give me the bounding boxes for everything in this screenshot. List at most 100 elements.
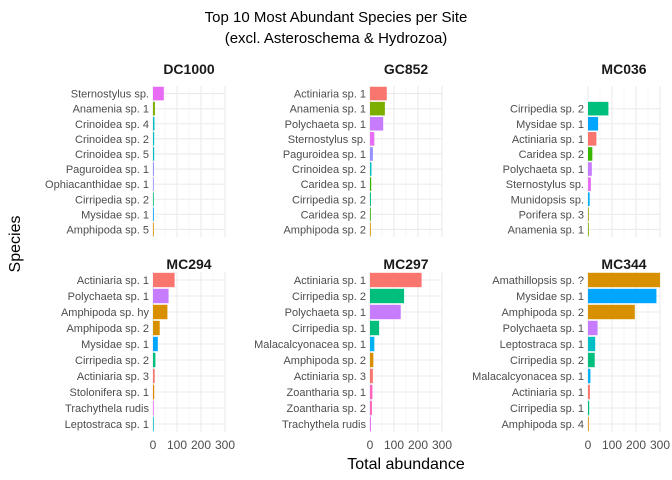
species-label: Amphipoda sp. 2 [283,355,366,367]
bar [153,177,154,191]
species-label: Actiniaria sp. 1 [77,275,149,287]
bar [588,272,660,288]
species-label: Leptostraca sp. 1 [65,419,149,431]
bar [370,304,401,320]
bar [370,86,387,101]
species-label: Cirripedia sp. 2 [510,104,584,116]
x-tick-label: 200 [408,438,428,452]
bar [153,162,154,176]
bar [153,272,175,288]
species-label: Amphipoda sp. hy [61,307,150,319]
bar [588,400,590,416]
bar [588,147,593,161]
bar [370,222,371,237]
bar [588,207,589,222]
bar [153,368,155,384]
bar [588,336,596,352]
species-label: Munidopsis sp. [511,194,584,206]
bar [370,101,385,116]
bar [153,207,154,222]
species-label: Porifera sp. 3 [519,209,584,221]
bar [370,147,373,161]
species-label: Polychaeta sp. 1 [503,323,584,335]
x-tick-label: 300 [215,438,235,452]
bar [588,384,590,400]
bar [370,116,384,131]
species-label: Amphipoda sp. 2 [283,224,366,236]
bar [370,336,375,352]
facet-title: MC297 [383,256,428,272]
x-tick-label: 200 [191,438,211,452]
bar [588,132,597,146]
bar [588,116,599,131]
bar [370,272,422,288]
facet-mc344: MC344 Amathillopsis sp. ? Mysidae sp. 1 Amp… [472,256,670,452]
species-label: Crinoidea sp. 5 [75,149,149,161]
x-tick-label: 100 [384,438,404,452]
species-label: Cirripedia sp. 1 [510,403,584,415]
facet-gc852: GC852 Actiniaria sp. 1 Anamenia sp. 1 Polyc… [283,61,443,237]
bar [153,288,169,304]
species-label: Zoantharia sp. 2 [287,403,367,415]
bar [153,336,158,352]
species-label: Mysidae sp. 1 [81,339,149,351]
species-label: Mysidae sp. 1 [81,209,149,221]
species-label: Crinoidea sp. 2 [292,164,366,176]
species-label: Cirripedia sp. 1 [292,323,366,335]
x-tick-label: 200 [626,438,646,452]
species-label: Paguroidea sp. 1 [283,149,366,161]
facet-mc294: MC294 Actiniaria sp. 1 Polychaeta sp. 1 Amp… [61,256,235,452]
species-label: Leptostraca sp. 1 [500,339,584,351]
species-label: Anamenia sp. 1 [73,104,149,116]
bar [370,320,380,336]
species-label: Polychaeta sp. 1 [285,119,366,131]
species-label: Malacalcyonacea sp. 1 [254,339,366,351]
species-label: Trachythela rudis [65,403,149,415]
bar [153,116,155,131]
species-label: Ophiacanthidae sp. 1 [45,179,149,191]
facet-panels: DC1000 Sternostylus sp. Anamenia sp. 1 Crin… [45,61,670,452]
chart-title: Top 10 Most Abundant Species per Site [205,9,468,26]
facet-title: GC852 [384,61,429,77]
species-label: Polychaeta sp. 1 [68,291,149,303]
facet-dc1000: DC1000 Sternostylus sp. Anamenia sp. 1 Crin… [45,61,226,237]
species-label: Amathillopsis sp. ? [492,275,584,287]
bar [370,207,371,222]
bar [153,384,155,400]
bar [588,222,589,237]
species-label: Actiniaria sp. 3 [294,371,366,383]
bar [588,192,590,207]
x-tick-label: 0 [150,438,157,452]
species-label: Mysidae sp. 1 [516,119,584,131]
bar [370,368,373,384]
species-label: Actiniaria sp. 1 [512,134,584,146]
species-label: Sternostylus sp. [71,89,149,101]
bar [153,86,164,101]
species-label: Crinoidea sp. 4 [75,119,149,131]
x-tick-label: 100 [602,438,622,452]
bar [370,400,372,416]
x-axis-title: Total abundance [347,456,465,473]
species-label: Cirripedia sp. 2 [75,194,149,206]
x-tick-label: 0 [585,438,592,452]
species-label: Caridea sp. 2 [301,209,366,221]
bar [370,177,372,191]
bar [588,352,595,368]
species-label: Sternostylus sp. [288,134,366,146]
facet-title: MC036 [601,61,646,77]
species-label: Cirripedia sp. 2 [292,291,366,303]
x-tick-label: 100 [167,438,187,452]
species-label: Malacalcyonacea sp. 1 [472,371,584,383]
species-label: Anamenia sp. 1 [508,224,584,236]
bar [153,320,160,336]
species-label: Amphipoda sp. 2 [501,307,584,319]
facet-title: MC294 [166,256,211,272]
bar [588,288,657,304]
bar [153,304,168,320]
chart-subtitle: (excl. Asteroschema & Hydrozoa) [225,30,448,47]
species-label: Cirripedia sp. 2 [75,355,149,367]
species-label: Trachythela rudis [282,419,366,431]
bar [370,416,371,432]
species-label: Stolonifera sp. 1 [70,387,150,399]
species-label: Zoantharia sp. 1 [287,387,367,399]
